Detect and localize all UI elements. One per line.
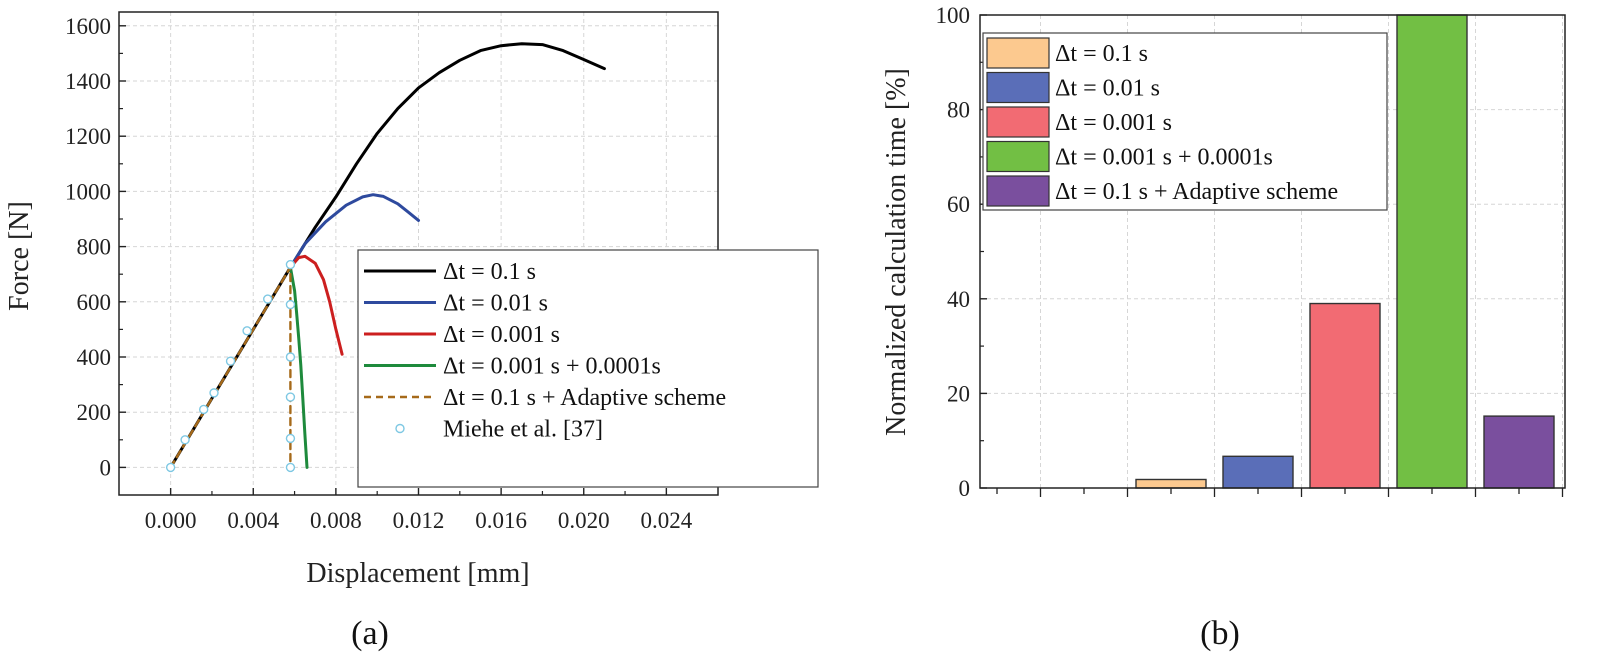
panel-a-x-tick-label: 0.024 — [640, 508, 692, 533]
panel-b-bar-0 — [1135, 478, 1207, 489]
panel-a-miehe-marker — [242, 326, 252, 336]
panel-b-legend-swatch — [986, 106, 1050, 138]
panel-a-legend-label: Δt = 0.1 s — [443, 259, 536, 285]
panel-a-legend-label: Δt = 0.1 s + Adaptive scheme — [443, 385, 726, 411]
panel-b-legend-label: Δt = 0.1 s + Adaptive scheme — [1055, 179, 1338, 205]
panel-a-x-tick-label: 0.004 — [227, 508, 279, 533]
panel-a-miehe-marker — [263, 294, 273, 304]
panel-b-y-tick-label: 60 — [947, 192, 970, 217]
panel-b-legend-label: Δt = 0.1 s — [1055, 41, 1148, 67]
panel-a-miehe-marker — [225, 356, 236, 366]
panel-a-series-line-0 — [169, 42, 606, 469]
panel-a-x-tick-label: 0.000 — [145, 508, 197, 533]
panel-b-y-tick-label: 20 — [947, 381, 970, 406]
panel-b-legend-swatch — [986, 140, 1050, 173]
panel-a-x-tick-label: 0.012 — [393, 508, 445, 533]
panel-a-miehe-marker — [285, 433, 296, 444]
panel-a-legend-marker — [395, 423, 405, 434]
panel-a-y-axis-label: Force [N] — [4, 201, 35, 311]
panel-b-legend-label: Δt = 0.01 s — [1055, 76, 1160, 102]
panel-a-legend-label: Δt = 0.001 s + 0.0001s — [443, 354, 661, 380]
panel-a-caption: (a) — [351, 615, 389, 652]
panel-a-y-tick-label: 1600 — [65, 14, 111, 39]
panel-a-x-axis-label: Displacement [mm] — [306, 558, 529, 589]
panel-a-miehe-marker — [285, 259, 296, 270]
panel-b-bar-4 — [1483, 415, 1555, 489]
panel-b-legend-swatch — [986, 37, 1050, 69]
panel-a-series-line-2 — [288, 254, 344, 356]
panel-a-legend-box — [357, 249, 819, 488]
panel-b-y-tick-label: 100 — [936, 3, 971, 28]
panel-a-legend: Δt = 0.1 s Δt = 0.01 s Δt = 0.001 s Δt = 0.… — [357, 249, 819, 488]
panel-b-bar-chart: 0 20 40 60 80 100 Normalized calculation time… — [881, 3, 1566, 652]
panel-b-bars — [1135, 14, 1555, 489]
panel-a-miehe-marker — [285, 299, 296, 310]
panel-b-y-tick-label: 80 — [947, 98, 970, 123]
panel-a-line-chart: 0.000 0.004 0.008 0.012 0.016 0.020 0.024 0 200 4… — [4, 11, 819, 652]
panel-a-miehe-marker — [180, 435, 190, 445]
panel-b-legend-label: Δt = 0.001 s — [1055, 110, 1172, 136]
panel-b-bar-3 — [1396, 14, 1468, 489]
panel-b-legend-swatch — [986, 175, 1050, 207]
panel-a-y-tick-label: 200 — [77, 400, 112, 425]
panel-b-y-tick-label: 40 — [947, 287, 970, 312]
panel-b-y-axis-label: Normalized calculation time [%] — [881, 68, 912, 436]
panel-b-legend: Δt = 0.1 s Δt = 0.01 s Δt = 0.001 s Δt = 0.… — [982, 32, 1388, 211]
panel-a-y-tick-label: 400 — [77, 345, 112, 370]
panel-b-ticks: 0 20 40 60 80 100 — [936, 3, 1564, 501]
panel-a-miehe-marker — [165, 462, 176, 473]
panel-a-legend-label: Δt = 0.01 s — [443, 291, 548, 317]
panel-a-x-tick-label: 0.016 — [475, 508, 527, 533]
panel-a-x-tick-label: 0.008 — [310, 508, 362, 533]
panel-a-miehe-marker — [285, 462, 296, 473]
panel-b-legend-label: Δt = 0.001 s + 0.0001s — [1055, 145, 1273, 171]
panel-a-y-tick-label: 0 — [100, 455, 112, 480]
panel-a-miehe-marker — [209, 388, 219, 398]
panel-b-legend-swatch — [986, 71, 1050, 104]
panel-a-miehe-marker — [198, 404, 209, 415]
panel-a-series — [165, 42, 606, 473]
panel-a-y-tick-label: 600 — [77, 290, 112, 315]
panel-b-bar-2 — [1309, 302, 1381, 489]
panel-b-y-tick-label: 0 — [959, 476, 971, 501]
panel-a-series-line-3 — [288, 265, 309, 469]
panel-b-legend-box — [982, 32, 1388, 211]
panel-a-legend-label: Δt = 0.001 s — [443, 322, 560, 348]
panel-a-y-tick-label: 800 — [77, 235, 112, 260]
panel-a-y-tick-label: 1000 — [65, 179, 111, 204]
panel-a-ticks: 0.000 0.004 0.008 0.012 0.016 0.020 0.024 0 200 4… — [65, 14, 693, 533]
panel-a-y-tick-label: 1400 — [65, 69, 111, 94]
panel-a-y-tick-label: 1200 — [65, 124, 111, 149]
panel-a-miehe-marker — [285, 352, 296, 362]
panel-a-legend-label: Miehe et al. [37] — [443, 417, 603, 443]
panel-a-miehe-marker — [285, 392, 296, 402]
panel-a-series-line-1 — [288, 193, 420, 269]
panel-a-x-tick-label: 0.020 — [558, 508, 610, 533]
panel-a-series-line-4 — [169, 266, 292, 469]
panel-b-bar-1 — [1222, 455, 1294, 489]
panel-b-caption: (b) — [1200, 615, 1240, 652]
